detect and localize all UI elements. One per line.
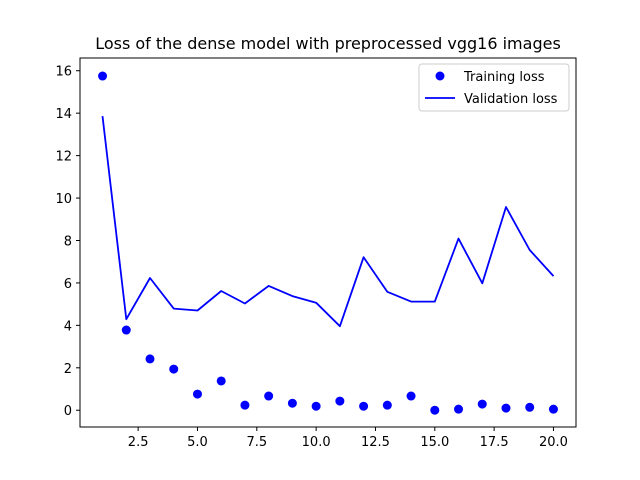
training-loss-point bbox=[240, 400, 250, 410]
y-axis: 0 2 4 6 8 10 12 14 16 bbox=[55, 65, 80, 419]
plot-frame bbox=[79, 57, 577, 428]
y-tick-label: 16 bbox=[55, 65, 72, 80]
training-loss-point bbox=[430, 405, 440, 415]
training-loss-point bbox=[98, 71, 108, 81]
training-loss-point bbox=[287, 398, 297, 408]
legend-label: Validation loss bbox=[464, 92, 558, 107]
training-loss-point bbox=[169, 364, 179, 374]
y-tick-label: 0 bbox=[64, 404, 72, 419]
training-loss-point bbox=[477, 399, 487, 409]
y-tick-label: 4 bbox=[64, 319, 72, 334]
training-loss-point bbox=[406, 391, 416, 401]
y-tick-label: 14 bbox=[55, 107, 72, 122]
x-tick-label: 5.0 bbox=[187, 435, 208, 450]
training-loss-point bbox=[264, 391, 274, 401]
x-axis: 2.5 5.0 7.5 10.0 12.5 15.0 17.5 20.0 bbox=[128, 427, 568, 450]
legend-marker-training-loss bbox=[435, 71, 445, 81]
series-layer bbox=[98, 71, 558, 415]
training-loss-point bbox=[335, 396, 345, 406]
training-loss-point bbox=[359, 401, 369, 411]
training-loss-point bbox=[454, 404, 464, 414]
x-tick-label: 15.0 bbox=[420, 435, 449, 450]
training-loss-point bbox=[382, 400, 392, 410]
x-tick-label: 17.5 bbox=[480, 435, 509, 450]
x-tick-label: 20.0 bbox=[539, 435, 568, 450]
training-loss-point bbox=[525, 402, 535, 412]
chart-title: Loss of the dense model with preprocesse… bbox=[95, 34, 561, 53]
validation-loss-line bbox=[101, 115, 555, 328]
y-tick-label: 2 bbox=[64, 362, 72, 377]
training-loss-point bbox=[548, 404, 558, 414]
training-loss-point bbox=[121, 325, 131, 335]
legend-label: Training loss bbox=[463, 70, 545, 85]
x-tick-label: 7.5 bbox=[246, 435, 267, 450]
training-loss-point bbox=[311, 401, 321, 411]
legend-box bbox=[418, 63, 570, 112]
y-tick-label: 12 bbox=[55, 150, 72, 165]
y-tick-label: 8 bbox=[64, 234, 72, 249]
y-tick-label: 10 bbox=[55, 192, 72, 207]
training-loss-point bbox=[501, 403, 511, 413]
y-tick-label: 6 bbox=[64, 277, 72, 292]
x-tick-label: 12.5 bbox=[361, 435, 390, 450]
training-loss-point bbox=[145, 354, 155, 364]
x-tick-label: 2.5 bbox=[128, 435, 149, 450]
training-loss-point bbox=[216, 376, 226, 386]
plot-area bbox=[79, 57, 577, 428]
x-tick-label: 10.0 bbox=[302, 435, 331, 450]
training-loss-point bbox=[192, 389, 202, 399]
legend: Training loss Validation loss bbox=[418, 63, 570, 112]
